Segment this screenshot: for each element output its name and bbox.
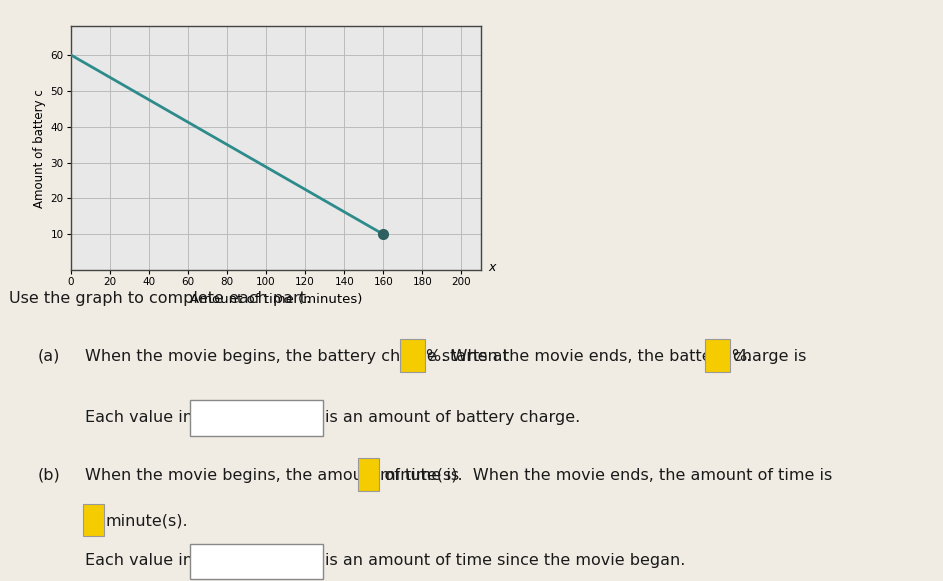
Text: x: x: [488, 261, 495, 274]
Text: (a): (a): [38, 349, 60, 364]
Text: Use the graph to complete each part.: Use the graph to complete each part.: [9, 290, 311, 306]
Text: is an amount of battery charge.: is an amount of battery charge.: [324, 410, 580, 425]
Text: Each value in the: Each value in the: [85, 410, 224, 425]
Text: Each value in the: Each value in the: [85, 553, 224, 568]
Text: (Choose one) ✓: (Choose one) ✓: [196, 411, 294, 424]
X-axis label: Amount of time (minutes): Amount of time (minutes): [190, 293, 362, 306]
Text: minute(s).  When the movie ends, the amount of time is: minute(s). When the movie ends, the amou…: [380, 468, 833, 483]
Text: %. When the movie ends, the battery charge is: %. When the movie ends, the battery char…: [426, 349, 817, 364]
Text: is an amount of time since the movie began.: is an amount of time since the movie beg…: [324, 553, 685, 568]
Text: When the movie begins, the battery charge starts at: When the movie begins, the battery charg…: [85, 349, 519, 364]
Text: (b): (b): [38, 468, 60, 483]
Y-axis label: Amount of battery c: Amount of battery c: [34, 89, 46, 207]
Text: minute(s).: minute(s).: [106, 513, 189, 528]
Text: (Choose one) ✓: (Choose one) ✓: [196, 554, 294, 567]
Text: When the movie begins, the amount of time is: When the movie begins, the amount of tim…: [85, 468, 470, 483]
Text: %.: %.: [731, 349, 752, 364]
